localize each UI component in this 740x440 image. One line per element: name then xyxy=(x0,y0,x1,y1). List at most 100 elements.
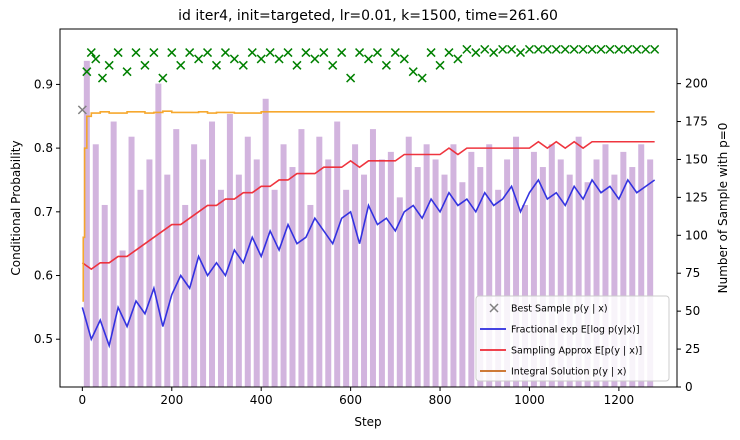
best-sample-point xyxy=(301,48,311,58)
best-sample-point xyxy=(515,48,526,58)
best-sample-point xyxy=(158,73,168,83)
zero-count-bar xyxy=(343,189,350,387)
best-sample-point xyxy=(542,44,552,54)
best-sample-point xyxy=(605,44,615,54)
best-sample-point xyxy=(229,54,239,64)
zero-count-bar xyxy=(584,182,591,387)
best-sample-point xyxy=(363,54,374,64)
zero-count-bar xyxy=(620,151,627,387)
y-tick-label: 0.6 xyxy=(34,269,53,283)
zero-count-bar xyxy=(602,144,609,387)
zero-count-bar xyxy=(209,121,216,387)
zero-count-bar xyxy=(486,144,493,387)
best-sample-point xyxy=(560,44,570,54)
y-right-tick-label: 175 xyxy=(685,115,708,129)
zero-count-bar xyxy=(557,159,564,387)
best-sample-point xyxy=(247,48,257,58)
best-sample-point xyxy=(82,67,92,77)
best-sample-point xyxy=(238,60,248,70)
series-lines xyxy=(81,110,656,349)
best-sample-point xyxy=(167,48,177,58)
best-sample-point xyxy=(650,44,660,54)
x-tick-label: 400 xyxy=(250,393,273,407)
zero-count-bar xyxy=(200,159,207,387)
zero-count-bar xyxy=(495,189,502,387)
best-sample-point xyxy=(86,48,96,58)
best-sample-point xyxy=(578,44,588,54)
zero-count-bar xyxy=(182,204,189,387)
best-sample-point xyxy=(381,60,391,70)
zero-count-bar xyxy=(289,167,296,387)
best-sample-point xyxy=(614,44,624,54)
zero-count-bar xyxy=(396,197,403,387)
zero-count-bar xyxy=(217,189,224,387)
plot-frame xyxy=(59,28,678,388)
zero-count-bar xyxy=(611,174,618,387)
y-tick-label: 0.7 xyxy=(34,205,53,219)
svg-text:Fractional exp E[log p(y|x)]: Fractional exp E[log p(y|x)] xyxy=(511,325,640,336)
x-axis: 0 200 400 600 800 1000 1200 xyxy=(79,387,634,407)
best-sample-point xyxy=(97,73,108,83)
zero-count-bar xyxy=(298,129,305,387)
zero-count-bar xyxy=(244,136,251,387)
best-sample-point xyxy=(435,60,445,70)
zero-count-bar xyxy=(378,159,385,387)
zero-count-bar xyxy=(539,167,546,387)
zero-count-bar xyxy=(316,136,323,387)
zero-count-bar xyxy=(530,151,537,387)
x-tick-label: 600 xyxy=(339,393,362,407)
zero-count-bar xyxy=(137,189,144,387)
zero-count-bar xyxy=(450,144,457,387)
zero-count-bar xyxy=(405,136,412,387)
zero-count-bar xyxy=(325,159,332,387)
best-sample-point xyxy=(587,44,597,54)
best-sample-point xyxy=(91,54,101,64)
y-axis-left: 0.5 0.6 0.7 0.8 0.9 xyxy=(34,77,60,346)
best-sample-point xyxy=(203,48,213,58)
best-sample-point xyxy=(596,44,606,54)
x-tick-label: 0 xyxy=(79,393,87,407)
zero-count-bar xyxy=(369,129,376,387)
zero-count-bar xyxy=(432,159,439,387)
legend-entry: Integral Solution p(y | x) xyxy=(480,367,626,378)
best-sample-point xyxy=(507,44,517,54)
best-sample-point xyxy=(185,48,195,58)
zero-count-bar xyxy=(459,182,466,387)
x-tick-label: 200 xyxy=(160,393,183,407)
best-sample-point xyxy=(426,48,436,58)
zero-count-bar xyxy=(83,60,90,387)
zero-count-bar xyxy=(253,159,260,387)
best-sample-point xyxy=(149,48,159,58)
series-line-1 xyxy=(81,178,656,349)
zero-count-bar xyxy=(513,136,520,387)
legend: Best Sample p(y | x) Fractional exp E[log… xyxy=(475,295,670,382)
best-sample-point xyxy=(140,60,150,70)
zero-count-bar xyxy=(441,174,448,387)
best-sample-point xyxy=(194,54,204,64)
zero-count-bar xyxy=(468,151,475,387)
zero-count-bar xyxy=(271,189,278,387)
zero-count-bar xyxy=(352,144,359,387)
best-sample-point xyxy=(265,48,275,58)
y-right-tick-label: 125 xyxy=(685,190,708,204)
y-axis-right-label: Number of Sample with p=0 xyxy=(716,123,730,294)
zero-count-bar xyxy=(504,159,511,387)
zero-count-bar xyxy=(280,144,287,387)
best-sample-point xyxy=(399,54,409,64)
zero-count-bar xyxy=(566,174,573,387)
legend-box xyxy=(475,295,670,382)
series-line-3 xyxy=(82,110,655,302)
zero-count-bar xyxy=(334,121,341,387)
best-sample-point xyxy=(408,67,418,77)
zero-count-bar xyxy=(164,174,171,387)
x-tick-label: 1000 xyxy=(514,393,545,407)
y-right-tick-label: 0 xyxy=(685,380,693,394)
best-sample-point xyxy=(292,60,302,70)
best-sample-point xyxy=(131,48,141,58)
zero-count-bar xyxy=(173,129,180,387)
legend-entry: Best Sample p(y | x) xyxy=(489,303,608,315)
best-sample-point xyxy=(113,48,123,58)
best-sample-point xyxy=(346,73,356,83)
best-sample-point xyxy=(122,67,132,77)
